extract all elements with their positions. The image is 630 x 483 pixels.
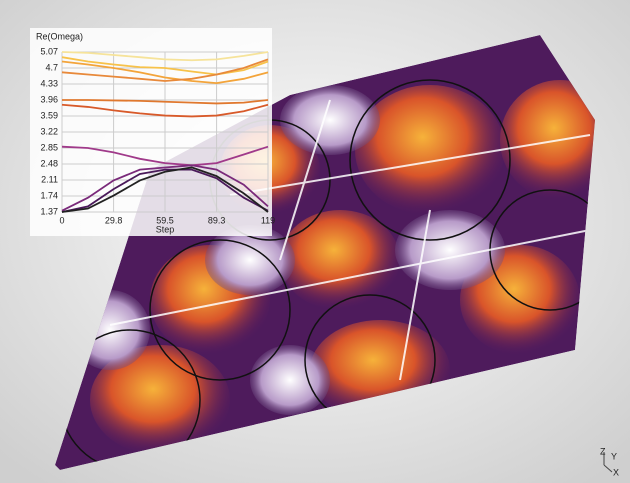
y-tick-label: 2.11: [41, 174, 58, 184]
x-tick-label: 119: [261, 215, 275, 225]
viewport: Re(Omega) Step Z Y X 1.37 1.74 2.11 2.48 2.8…: [0, 0, 630, 483]
y-tick-label: 5.07: [40, 46, 58, 56]
y-axis-label: Re(Omega): [36, 31, 83, 41]
y-tick-label: 2.85: [40, 142, 58, 152]
axis-y: Y: [611, 451, 617, 461]
y-tick-label: 1.74: [40, 190, 58, 200]
axis-x: X: [613, 467, 619, 477]
x-axis-label: Step: [156, 224, 175, 234]
y-tick-label: 1.37: [40, 206, 58, 216]
x-tick-label: 29.8: [105, 215, 123, 225]
x-tick-label: 89.3: [208, 215, 226, 225]
x-tick-label: 0: [59, 215, 64, 225]
y-tick-label: 3.59: [40, 110, 58, 120]
y-tick-label: 2.48: [40, 158, 58, 168]
axis-z: Z: [600, 446, 606, 456]
y-tick-label: 3.96: [40, 94, 58, 104]
y-tick-label: 4.33: [40, 78, 58, 88]
x-tick-label: 59.5: [156, 215, 174, 225]
y-tick-label: 3.22: [40, 126, 58, 136]
y-tick-label: 4.7: [45, 62, 58, 72]
